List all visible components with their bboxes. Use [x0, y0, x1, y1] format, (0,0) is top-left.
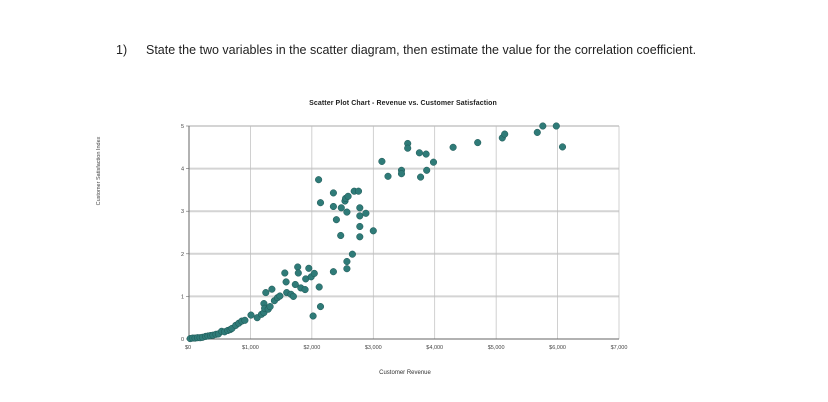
data-point	[294, 269, 302, 277]
data-point	[384, 172, 392, 180]
y-tick-label: 1	[181, 294, 184, 300]
data-point	[356, 222, 364, 231]
data-point	[329, 202, 337, 211]
data-point	[449, 143, 457, 151]
data-point	[241, 316, 249, 324]
x-tick-label: $7,000	[611, 345, 628, 351]
data-point	[539, 122, 547, 130]
data-point	[501, 130, 509, 138]
data-point	[343, 265, 351, 273]
y-tick-label: 4	[181, 167, 184, 173]
data-point	[289, 292, 297, 300]
y-tick-label: 0	[181, 337, 184, 343]
data-point	[268, 285, 276, 293]
data-point	[356, 204, 364, 212]
data-point	[315, 176, 323, 184]
data-point	[305, 264, 313, 272]
x-tick-label: $3,000	[365, 345, 382, 351]
x-tick-label: $0	[185, 345, 191, 351]
data-point	[356, 212, 364, 220]
chart-title: Scatter Plot Chart - Revenue vs. Custome…	[309, 100, 497, 107]
data-point	[558, 143, 567, 151]
x-tick-label: $5,000	[488, 345, 505, 351]
question-text: State the two variables in the scatter d…	[146, 43, 697, 57]
data-point	[276, 292, 284, 300]
y-tick-label: 3	[181, 209, 184, 215]
x-axis-label: Customer Revenue	[379, 370, 431, 376]
x-tick-label: $1,000	[242, 345, 259, 351]
data-point	[309, 312, 317, 320]
data-point	[316, 303, 325, 311]
data-point	[332, 216, 340, 224]
data-point	[533, 128, 541, 136]
data-point	[282, 278, 290, 286]
data-point	[397, 170, 406, 178]
y-axis-label: Customer Satisfaction Index	[96, 136, 102, 206]
data-point	[266, 303, 274, 311]
data-point	[247, 311, 255, 319]
data-point	[404, 144, 412, 152]
data-point	[344, 192, 352, 200]
y-tick-label: 2	[181, 252, 184, 258]
data-point	[423, 166, 431, 174]
data-point	[310, 269, 318, 277]
data-point	[422, 150, 430, 158]
data-point	[552, 122, 560, 130]
data-point	[429, 158, 438, 166]
data-point	[343, 257, 351, 266]
data-point	[316, 199, 325, 207]
data-point	[369, 227, 377, 235]
x-tick-label: $4,000	[426, 345, 443, 351]
data-point	[281, 269, 289, 277]
data-point	[356, 233, 364, 241]
y-tick-label: 5	[181, 124, 184, 130]
data-point	[415, 149, 423, 157]
data-point	[315, 283, 323, 291]
data-point	[329, 189, 337, 197]
data-point	[301, 286, 309, 294]
data-point	[343, 208, 351, 216]
x-tick-label: $6,000	[549, 345, 566, 351]
data-point	[262, 289, 270, 297]
chart-title-wrap: Scatter Plot Chart - Revenue vs. Custome…	[0, 100, 828, 107]
data-point	[294, 263, 302, 271]
x-tick-label: $2,000	[303, 345, 320, 351]
data-point	[474, 139, 482, 147]
data-point	[417, 173, 425, 181]
data-point	[337, 231, 345, 240]
data-point	[291, 280, 299, 289]
data-point	[329, 268, 337, 276]
data-point	[378, 157, 386, 165]
question-number: 1)	[116, 43, 128, 57]
data-point	[354, 187, 363, 195]
data-point	[337, 204, 345, 212]
data-point	[348, 250, 356, 258]
data-point	[362, 209, 370, 217]
